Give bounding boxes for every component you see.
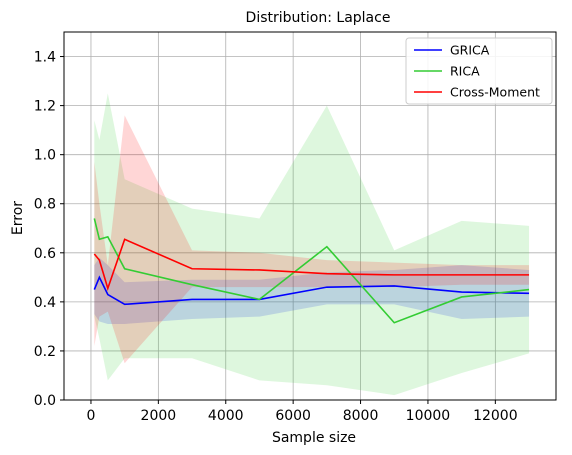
legend-label: GRICA [450, 43, 490, 58]
x-tick-label: 12000 [473, 408, 518, 424]
x-tick-label: 6000 [275, 408, 311, 424]
y-tick-label: 0.6 [34, 246, 56, 262]
y-tick-label: 1.4 [34, 50, 56, 66]
x-tick-label: 2000 [141, 408, 177, 424]
error-bands [94, 93, 529, 395]
x-tick-label: 4000 [208, 408, 244, 424]
y-tick-label: 0.8 [34, 197, 56, 213]
y-tick-label: 0.0 [34, 393, 56, 409]
y-axis-label: Error [10, 201, 26, 235]
y-tick-label: 1.0 [34, 148, 56, 164]
y-tick-label: 0.2 [34, 344, 56, 360]
x-axis-label: Sample size [272, 430, 356, 446]
legend-label: Cross-Moment [450, 85, 540, 100]
legend: GRICA RICA Cross-Moment [406, 38, 552, 104]
y-tick-label: 1.2 [34, 99, 56, 115]
y-tick-label: 0.4 [34, 295, 56, 311]
x-tick-label: 0 [86, 408, 95, 424]
legend-label: RICA [450, 64, 480, 79]
x-tick-label: 8000 [343, 408, 379, 424]
x-tick-label: 10000 [406, 408, 451, 424]
chart-title: Distribution: Laplace [246, 10, 391, 26]
